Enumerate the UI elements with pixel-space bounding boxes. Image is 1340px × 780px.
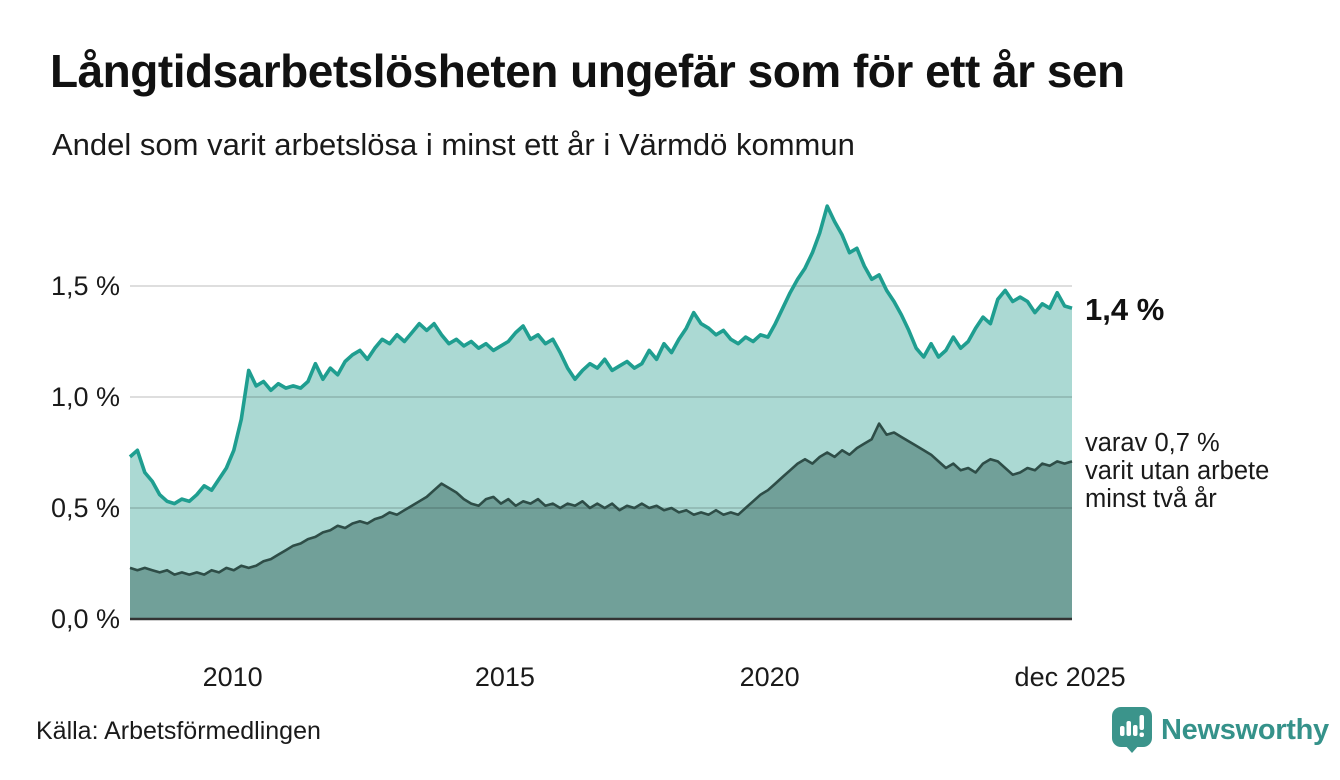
newsworthy-logo: Newsworthy xyxy=(1112,707,1329,754)
x-tick-label: dec 2025 xyxy=(1014,662,1126,692)
chart-subtitle: Andel som varit arbetslösa i minst ett å… xyxy=(52,127,855,162)
series-2yr-area xyxy=(130,423,1072,619)
source-attribution: Källa: Arbetsförmedlingen xyxy=(36,717,321,745)
latest-value-label: 1,4 % xyxy=(1085,292,1165,327)
chart-lines xyxy=(128,204,1073,621)
x-tick-label: 2015 xyxy=(474,662,535,692)
y-tick-label: 1,5 % xyxy=(50,271,120,301)
newsworthy-logo-text: Newsworthy xyxy=(1161,714,1329,746)
annotation-line: varit utan arbete xyxy=(1085,457,1270,485)
annotation-line: minst två år xyxy=(1085,485,1217,513)
x-tick-label: 2020 xyxy=(739,662,800,692)
chart-gridlines xyxy=(130,285,1072,509)
series-1yr-line xyxy=(128,204,1073,506)
secondary-series-annotation: varav 0,7 % varit utan arbete minst två … xyxy=(1085,429,1269,513)
x-tick-label: 2010 xyxy=(202,662,263,692)
y-tick-label: 0,0 % xyxy=(50,604,120,634)
annotation-line: varav 0,7 % xyxy=(1085,429,1220,457)
page-title: Långtidsarbetslösheten ungefär som för e… xyxy=(50,45,1125,97)
y-tick-label: 1,0 % xyxy=(50,382,120,412)
y-tick-label: 0,5 % xyxy=(50,493,120,523)
newsworthy-badge-icon xyxy=(1112,707,1152,753)
series-2yr-line xyxy=(129,422,1073,576)
chart-fills xyxy=(130,206,1072,619)
